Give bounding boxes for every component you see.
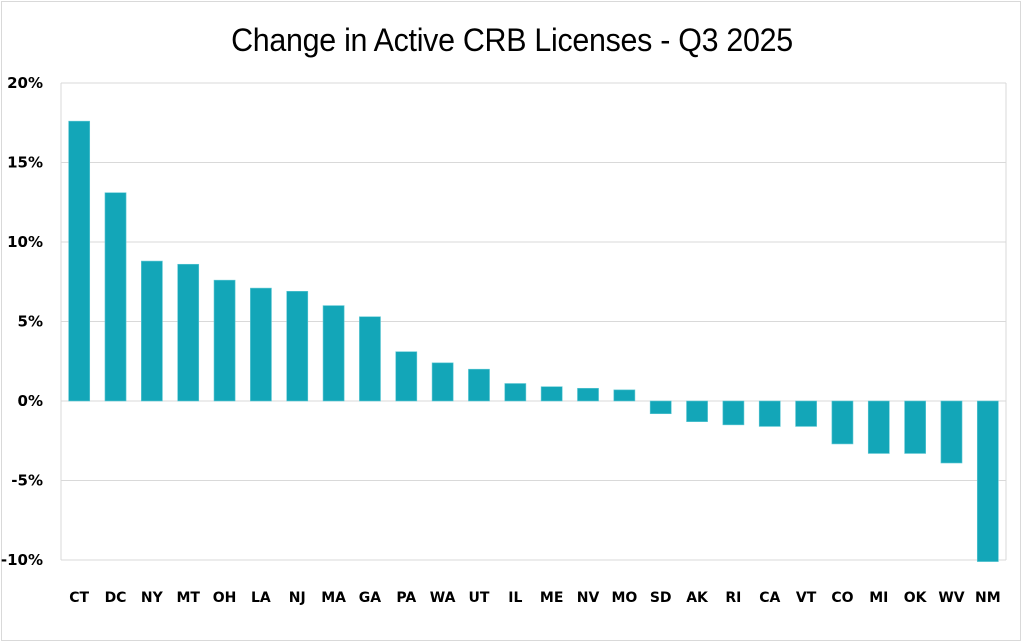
bar-il	[504, 383, 527, 402]
y-tick-label: 20%	[7, 74, 43, 92]
bar-ga	[359, 316, 381, 402]
x-tick-label: GA	[359, 590, 381, 606]
bar-mi	[867, 400, 890, 454]
x-tick-label: NY	[141, 590, 164, 606]
x-tick-label: MI	[869, 590, 888, 606]
bar-dc	[104, 192, 127, 402]
bar-nv	[577, 387, 599, 402]
x-tick-label: OK	[904, 590, 928, 606]
x-tick-label: SD	[650, 590, 672, 606]
bar-vt	[795, 400, 817, 427]
bar-ut	[468, 368, 490, 402]
bar-ri	[722, 400, 745, 426]
x-tick-label: RI	[725, 590, 741, 606]
gridlines	[60, 82, 1007, 561]
y-tick-label: 10%	[7, 233, 43, 251]
bar-la	[250, 287, 272, 402]
x-tick-label: AK	[686, 590, 709, 606]
x-tick-label: UT	[469, 590, 490, 606]
x-tick-label: CO	[831, 590, 853, 606]
bar-ny	[141, 260, 163, 402]
bar-pa	[395, 351, 418, 402]
x-tick-label: ME	[540, 590, 564, 606]
y-tick-label: 0%	[18, 392, 43, 410]
bar-ak	[686, 400, 708, 422]
y-tick-label: -5%	[11, 472, 43, 490]
x-tick-label: LA	[251, 590, 271, 606]
x-tick-label: DC	[105, 590, 127, 606]
bar-mt	[177, 263, 200, 402]
bar-ma	[322, 305, 345, 402]
x-tick-label: CT	[69, 590, 89, 606]
x-tick-label: CA	[759, 590, 780, 606]
x-tick-label: MT	[176, 590, 200, 606]
x-tick-label: OH	[213, 590, 237, 606]
x-tick-label: MA	[321, 590, 346, 606]
x-tick-label: NV	[577, 590, 600, 606]
bar-me	[540, 386, 563, 402]
bar-wv	[940, 400, 963, 464]
x-tick-label: VT	[796, 590, 817, 606]
bar-mo	[613, 389, 636, 402]
bar-nm	[976, 400, 999, 562]
bar-ct	[68, 120, 91, 402]
x-axis-labels: CT DC NY MT OH LA NJ MA GA PA WA UT IL ME NV MO SD AK RI CA…	[69, 590, 1000, 606]
y-tick-label: 5%	[18, 313, 43, 331]
x-tick-label: NM	[975, 590, 1001, 606]
bar-ca	[758, 400, 781, 427]
bar-nj	[286, 290, 309, 402]
y-axis-labels: 20% 15% 10% 5% 0% -5% -10%	[1, 74, 43, 569]
x-tick-label: MO	[611, 590, 637, 606]
x-tick-label: IL	[508, 590, 522, 606]
y-tick-label: -10%	[1, 551, 43, 569]
bar-oh	[213, 279, 236, 402]
x-tick-label: WA	[430, 590, 456, 606]
x-tick-label: NJ	[289, 590, 306, 606]
bar-co	[831, 400, 854, 445]
chart-title: Change in Active CRB Licenses - Q3 2025	[231, 22, 793, 58]
bar-ok	[904, 400, 926, 454]
y-tick-label: 15%	[7, 154, 43, 172]
x-tick-label: PA	[396, 590, 416, 606]
bars	[68, 120, 999, 562]
x-tick-label: WV	[938, 590, 964, 606]
bar-wa	[431, 362, 454, 402]
bar-sd	[649, 400, 672, 415]
